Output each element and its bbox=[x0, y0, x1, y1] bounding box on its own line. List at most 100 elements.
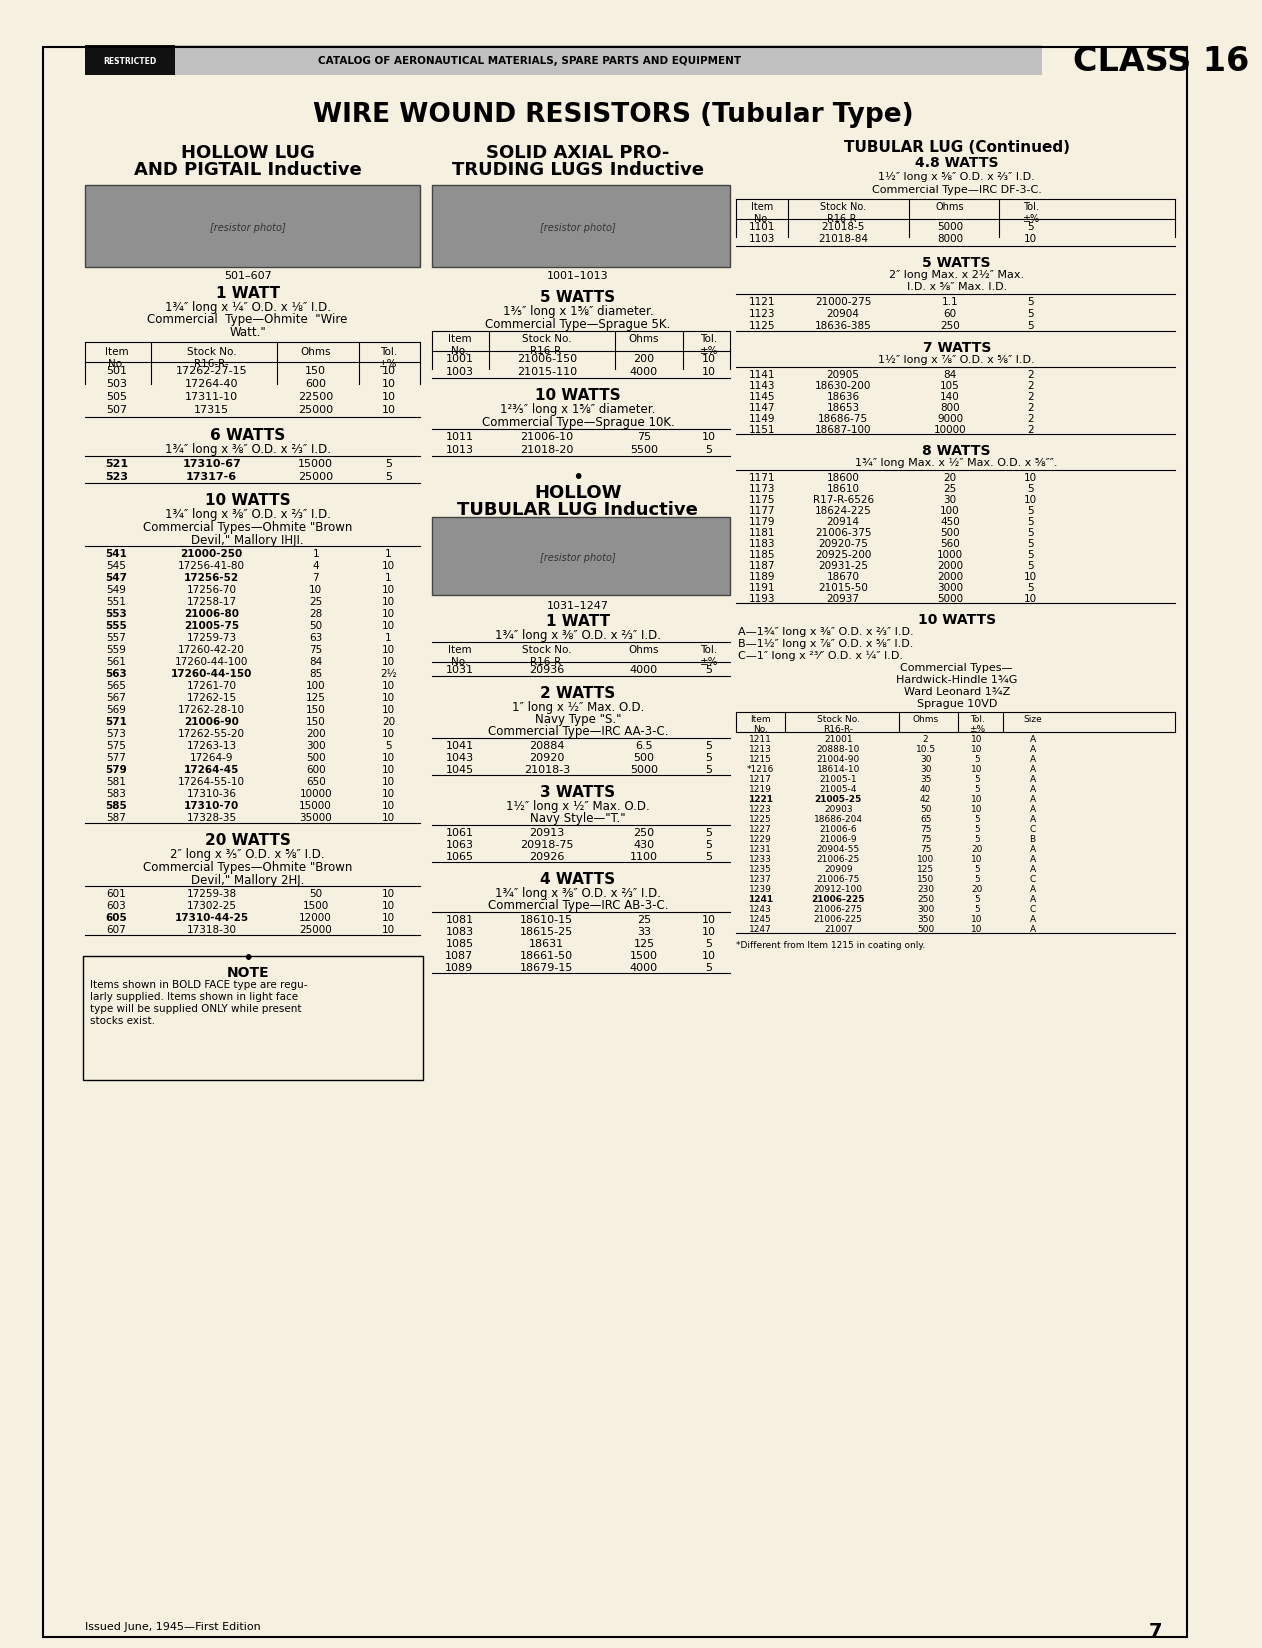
Text: 1 WATT: 1 WATT bbox=[216, 285, 280, 300]
Text: 63: 63 bbox=[309, 633, 322, 643]
Text: 5: 5 bbox=[974, 814, 981, 824]
Text: 17328-35: 17328-35 bbox=[187, 812, 237, 822]
Text: 20905: 20905 bbox=[827, 369, 859, 379]
Text: 3 WATTS: 3 WATTS bbox=[540, 784, 616, 799]
Text: 17259-73: 17259-73 bbox=[187, 633, 237, 643]
Text: 7: 7 bbox=[313, 572, 319, 583]
Text: 5: 5 bbox=[1027, 506, 1034, 516]
Text: 20913: 20913 bbox=[529, 827, 564, 837]
Text: 4 WATTS: 4 WATTS bbox=[540, 872, 616, 887]
FancyBboxPatch shape bbox=[433, 186, 731, 269]
Text: A: A bbox=[1030, 784, 1036, 794]
Text: 20912-100: 20912-100 bbox=[814, 885, 863, 893]
Text: SOLID AXIAL PRO-: SOLID AXIAL PRO- bbox=[486, 143, 670, 162]
Text: 125: 125 bbox=[634, 938, 655, 949]
Text: 5: 5 bbox=[974, 834, 981, 844]
Text: 10: 10 bbox=[702, 354, 716, 364]
Text: 1227: 1227 bbox=[750, 824, 772, 834]
Text: Commercial Type—IRC AB-3-C.: Commercial Type—IRC AB-3-C. bbox=[487, 898, 668, 911]
Text: 1211: 1211 bbox=[750, 735, 772, 743]
Text: 2: 2 bbox=[1027, 402, 1034, 412]
Text: 10: 10 bbox=[382, 812, 395, 822]
Text: 1061: 1061 bbox=[445, 827, 473, 837]
Text: 21018-20: 21018-20 bbox=[520, 445, 573, 455]
Text: 5: 5 bbox=[974, 784, 981, 794]
Text: Commercial Types—Ohmite "Brown: Commercial Types—Ohmite "Brown bbox=[143, 521, 352, 534]
Text: 1121: 1121 bbox=[750, 297, 776, 307]
Text: A: A bbox=[1030, 775, 1036, 783]
Text: CATALOG OF AERONAUTICAL MATERIALS, SPARE PARTS AND EQUIPMENT: CATALOG OF AERONAUTICAL MATERIALS, SPARE… bbox=[318, 56, 741, 66]
Text: 300: 300 bbox=[917, 905, 934, 913]
Text: 18679-15: 18679-15 bbox=[520, 962, 573, 972]
Text: 1145: 1145 bbox=[750, 392, 776, 402]
Text: 200: 200 bbox=[305, 728, 326, 738]
Text: 5: 5 bbox=[705, 753, 713, 763]
Text: 18653: 18653 bbox=[827, 402, 859, 412]
Text: 1193: 1193 bbox=[750, 593, 776, 603]
Text: 5: 5 bbox=[705, 852, 713, 862]
Text: 15000: 15000 bbox=[298, 458, 333, 468]
Text: 10: 10 bbox=[972, 925, 983, 933]
Text: 587: 587 bbox=[106, 812, 126, 822]
Text: Commercial Type—Sprague 10K.: Commercial Type—Sprague 10K. bbox=[482, 415, 674, 428]
Text: Tol.
±%: Tol. ±% bbox=[700, 335, 718, 356]
Text: 1¾″ long x ⅜″ O.D. x ⅔″ I.D.: 1¾″ long x ⅜″ O.D. x ⅔″ I.D. bbox=[495, 887, 661, 900]
Text: 5: 5 bbox=[974, 824, 981, 834]
Text: 17263-13: 17263-13 bbox=[187, 740, 237, 750]
Text: 1247: 1247 bbox=[750, 925, 772, 933]
Text: Ohms: Ohms bbox=[628, 335, 659, 344]
Text: 1233: 1233 bbox=[750, 854, 772, 864]
Text: 5: 5 bbox=[705, 962, 713, 972]
Text: 7 WATTS: 7 WATTS bbox=[923, 341, 991, 354]
Text: 20884: 20884 bbox=[529, 740, 564, 750]
Text: 2: 2 bbox=[923, 735, 929, 743]
Text: 557: 557 bbox=[106, 633, 126, 643]
Text: 521: 521 bbox=[105, 458, 129, 468]
Text: Commercial Type—IRC DF-3-C.: Commercial Type—IRC DF-3-C. bbox=[872, 185, 1041, 194]
Text: 20: 20 bbox=[972, 885, 983, 893]
Text: 350: 350 bbox=[917, 915, 934, 923]
Text: 20: 20 bbox=[972, 844, 983, 854]
Text: type will be supplied ONLY while present: type will be supplied ONLY while present bbox=[91, 1004, 302, 1014]
Text: 150: 150 bbox=[305, 717, 326, 727]
Text: C—1″ long x ²³⁄″ O.D. x ¼″ I.D.: C—1″ long x ²³⁄″ O.D. x ¼″ I.D. bbox=[738, 651, 904, 661]
Text: 21006-6: 21006-6 bbox=[819, 824, 857, 834]
Text: 22500: 22500 bbox=[298, 392, 333, 402]
Text: C: C bbox=[1030, 824, 1036, 834]
Text: 5000: 5000 bbox=[936, 593, 963, 603]
Text: Ward Leonard 1¾Z: Ward Leonard 1¾Z bbox=[904, 687, 1010, 697]
Text: 17262-15: 17262-15 bbox=[187, 692, 237, 702]
Text: 25000: 25000 bbox=[299, 925, 332, 934]
Text: 10: 10 bbox=[972, 745, 983, 753]
Text: 541: 541 bbox=[106, 549, 127, 559]
Text: 5: 5 bbox=[705, 839, 713, 849]
Text: 50: 50 bbox=[309, 888, 322, 898]
Text: [resistor photo]: [resistor photo] bbox=[209, 222, 285, 232]
Text: 607: 607 bbox=[107, 925, 126, 934]
Text: 561: 561 bbox=[106, 656, 126, 666]
Text: 1″ long x ½″ Max. O.D.: 1″ long x ½″ Max. O.D. bbox=[512, 700, 644, 714]
Text: 563: 563 bbox=[106, 669, 127, 679]
Text: Issued June, 1945—First Edition: Issued June, 1945—First Edition bbox=[86, 1622, 261, 1632]
Text: 21018-5: 21018-5 bbox=[822, 222, 864, 232]
Text: 505: 505 bbox=[106, 392, 127, 402]
Text: 1191: 1191 bbox=[750, 583, 776, 593]
Text: 500: 500 bbox=[917, 925, 934, 933]
Text: 17264-9: 17264-9 bbox=[191, 753, 233, 763]
Text: 1223: 1223 bbox=[750, 804, 772, 814]
Text: 5: 5 bbox=[705, 765, 713, 775]
Text: A: A bbox=[1030, 895, 1036, 903]
Text: 1½″ long x ⅝″ O.D. x ⅔″ I.D.: 1½″ long x ⅝″ O.D. x ⅔″ I.D. bbox=[878, 171, 1035, 181]
Text: 250: 250 bbox=[940, 321, 960, 331]
Text: 1013: 1013 bbox=[445, 445, 473, 455]
Text: A: A bbox=[1030, 794, 1036, 804]
Text: 4000: 4000 bbox=[630, 664, 658, 674]
Text: 17315: 17315 bbox=[194, 405, 230, 415]
Text: 10: 10 bbox=[382, 900, 395, 910]
Text: 10: 10 bbox=[702, 432, 716, 442]
Text: A: A bbox=[1030, 765, 1036, 773]
Text: 5: 5 bbox=[705, 938, 713, 949]
Text: R17-R-6526: R17-R-6526 bbox=[813, 494, 873, 504]
Text: 5: 5 bbox=[1027, 550, 1034, 560]
Text: 2: 2 bbox=[1027, 392, 1034, 402]
